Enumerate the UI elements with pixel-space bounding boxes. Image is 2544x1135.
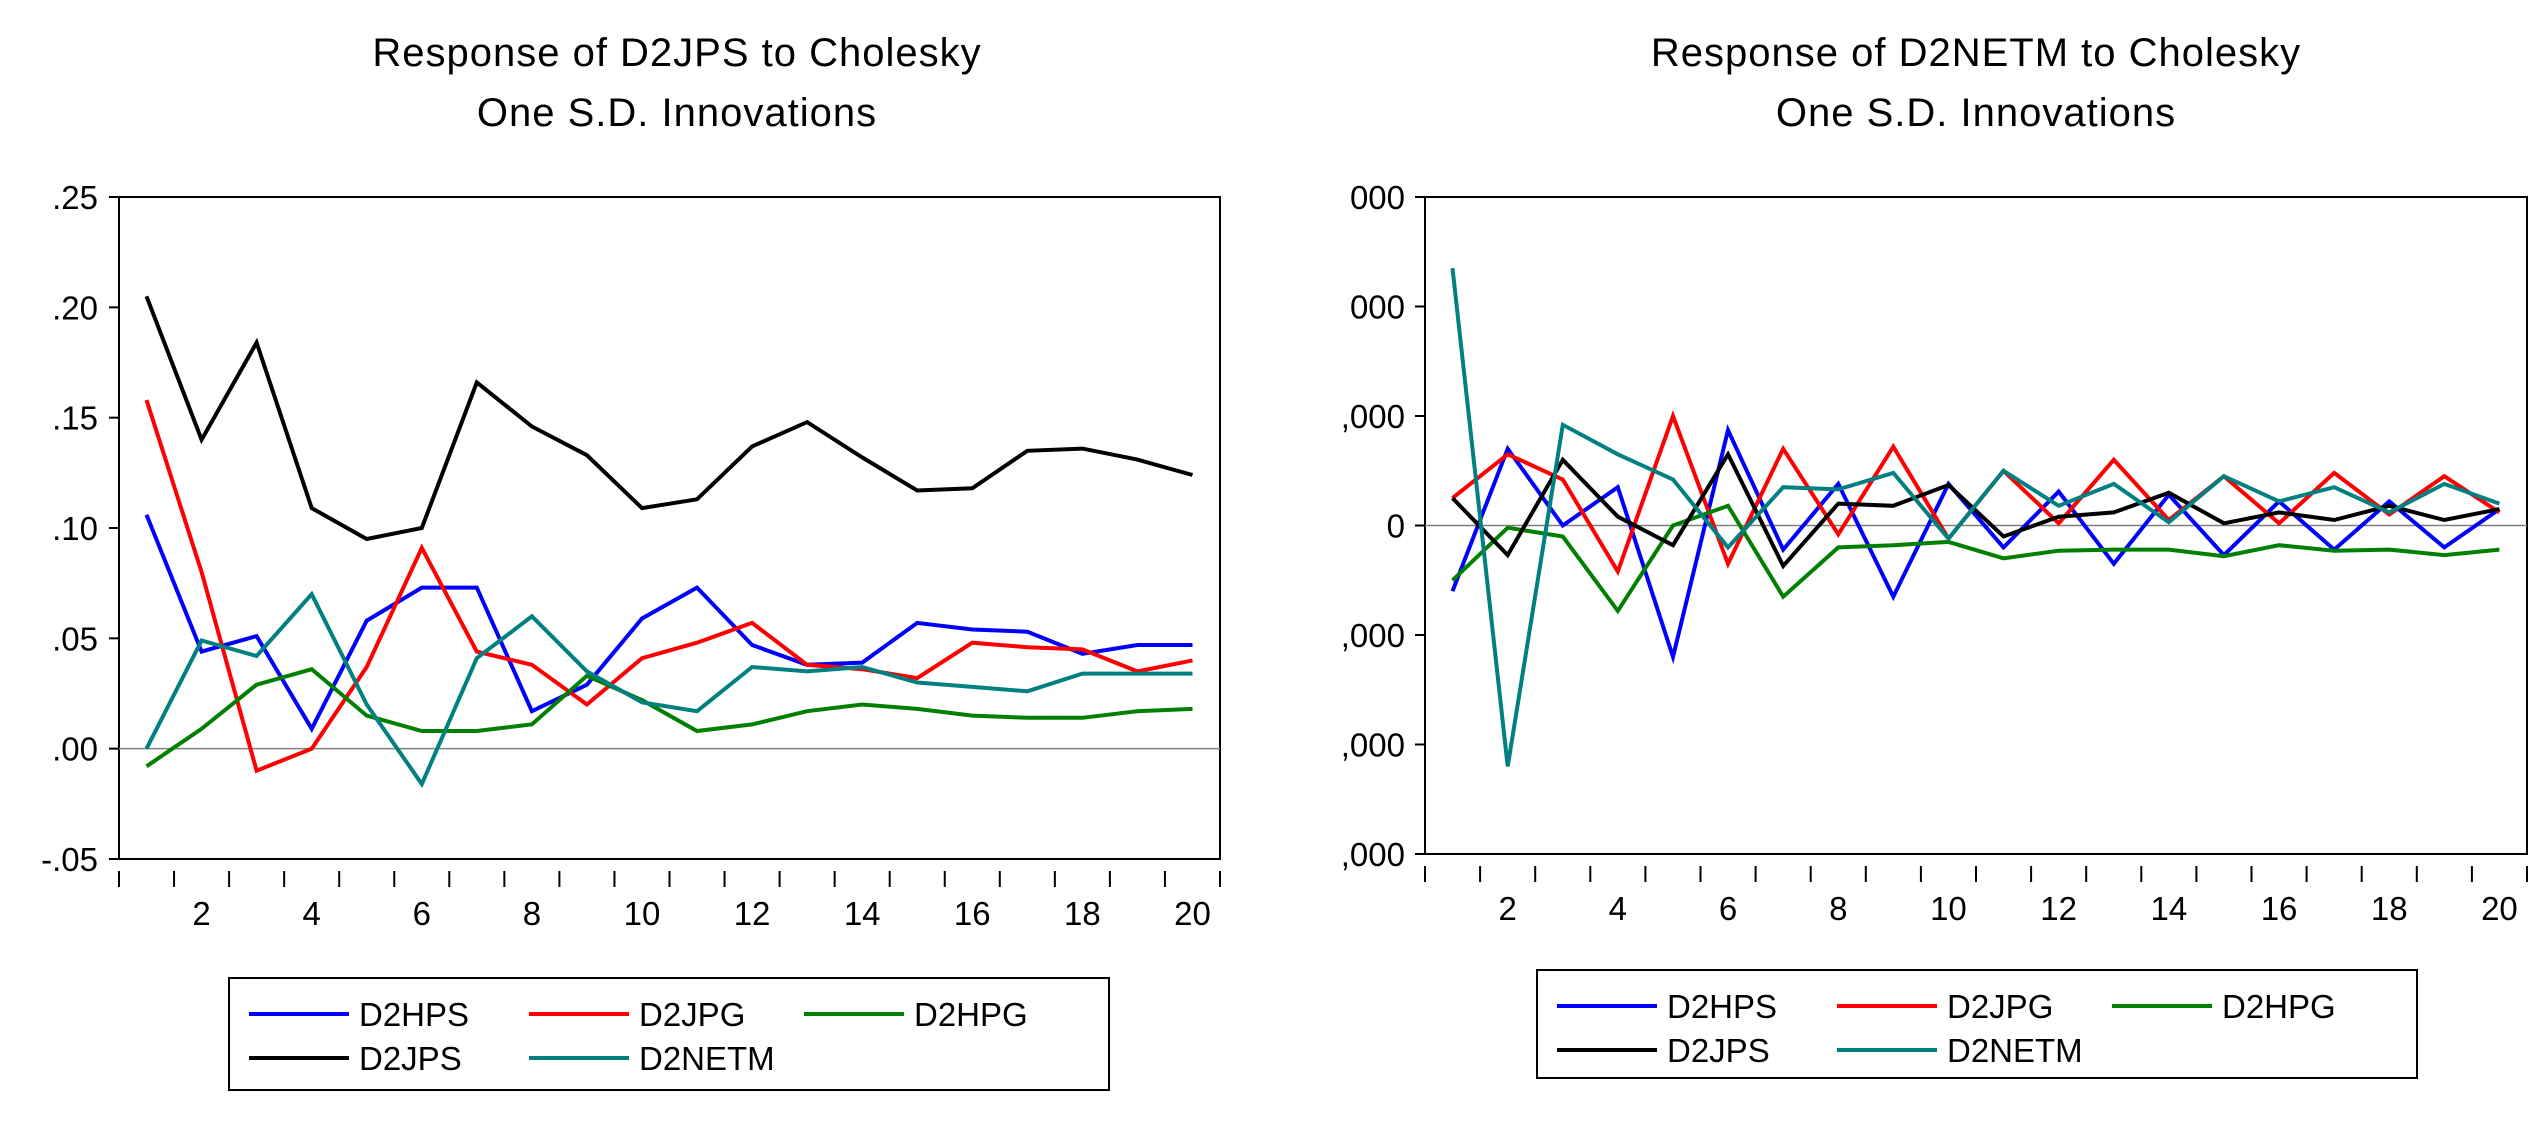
y-tick-label: .25 — [52, 179, 98, 216]
x-tick-label: 18 — [2371, 890, 2408, 927]
y-tick-label: .15 — [52, 400, 98, 437]
legend-label-d2hpg: D2HPG — [2222, 988, 2336, 1025]
x-tick-label: 2 — [1498, 890, 1516, 927]
chart-title-line: One S.D. Innovations — [477, 91, 877, 135]
x-tick-label: 12 — [2040, 890, 2077, 927]
x-tick-label: 12 — [734, 895, 771, 932]
y-tick-label: .20 — [52, 289, 98, 326]
x-tick-label: 14 — [844, 895, 881, 932]
y-tick-label: .05 — [52, 620, 98, 657]
legend-label-d2netm: D2NETM — [639, 1040, 775, 1077]
legend-label-d2netm: D2NETM — [1947, 1032, 2083, 1069]
series-line-d2jpg — [144, 399, 1193, 774]
legend-label-d2hpg: D2HPG — [914, 996, 1028, 1033]
legend-label-d2jps: D2JPS — [1667, 1032, 1770, 1069]
legend-label-d2hps: D2HPS — [1667, 988, 1777, 1025]
y-tick-label: 000 — [1350, 179, 1405, 216]
legend-label-d2jpg: D2JPG — [1947, 988, 2053, 1025]
x-tick-label: 4 — [302, 895, 320, 932]
y-tick-label: .00 — [52, 731, 98, 768]
x-tick-label: 6 — [1719, 890, 1737, 927]
x-tick-label: 8 — [1829, 890, 1847, 927]
x-tick-label: 16 — [2261, 890, 2298, 927]
y-tick-label: 0 — [1387, 508, 1405, 545]
y-tick-label: ,000 — [1341, 727, 1405, 764]
x-tick-label: 6 — [413, 895, 431, 932]
chart-title-line: Response of D2JPS to Cholesky — [372, 31, 981, 75]
y-tick-label: ,000 — [1341, 617, 1405, 654]
x-tick-label: 4 — [1609, 890, 1627, 927]
legend-box — [228, 977, 1110, 1091]
chart-title-line: Response of D2NETM to Cholesky — [1651, 31, 2301, 75]
x-tick-label: 20 — [2481, 890, 2518, 927]
x-tick-label: 10 — [624, 895, 661, 932]
series-line-d2jps — [144, 295, 1194, 542]
x-tick-label: 8 — [523, 895, 541, 932]
x-tick-label: 20 — [1174, 895, 1211, 932]
legend-box — [1536, 969, 2418, 1079]
legend-label-d2jps: D2JPS — [359, 1040, 462, 1077]
series-line-d2hpg — [1451, 503, 2500, 615]
chart-d2jps-response: Response of D2JPS to Cholesky One S.D. In… — [41, 31, 1221, 1091]
series-line-d2hps — [1450, 424, 2501, 665]
series-line-d2netm — [144, 590, 1193, 789]
chart-title-line: One S.D. Innovations — [1776, 91, 2176, 135]
legend-label-d2jpg: D2JPG — [639, 996, 745, 1033]
x-tick-label: 18 — [1064, 895, 1101, 932]
y-tick-label: 000 — [1350, 289, 1405, 326]
chart-d2netm-response: Response of D2NETM to Cholesky One S.D. I… — [1341, 31, 2528, 1079]
y-tick-label: ,000 — [1341, 836, 1405, 873]
x-tick-label: 16 — [954, 895, 991, 932]
series-line-d2hps — [144, 514, 1193, 733]
y-tick-label: -.05 — [41, 841, 98, 878]
series-line-d2netm — [1450, 267, 2501, 767]
series-line-d2hpg — [145, 666, 1193, 768]
y-tick-label: .10 — [52, 510, 98, 547]
x-tick-label: 2 — [192, 895, 210, 932]
y-tick-label: ,000 — [1341, 398, 1405, 435]
x-tick-label: 14 — [2150, 890, 2187, 927]
series-line-d2jps — [1451, 450, 2500, 570]
x-tick-label: 10 — [1930, 890, 1967, 927]
legend-label-d2hps: D2HPS — [359, 996, 469, 1033]
